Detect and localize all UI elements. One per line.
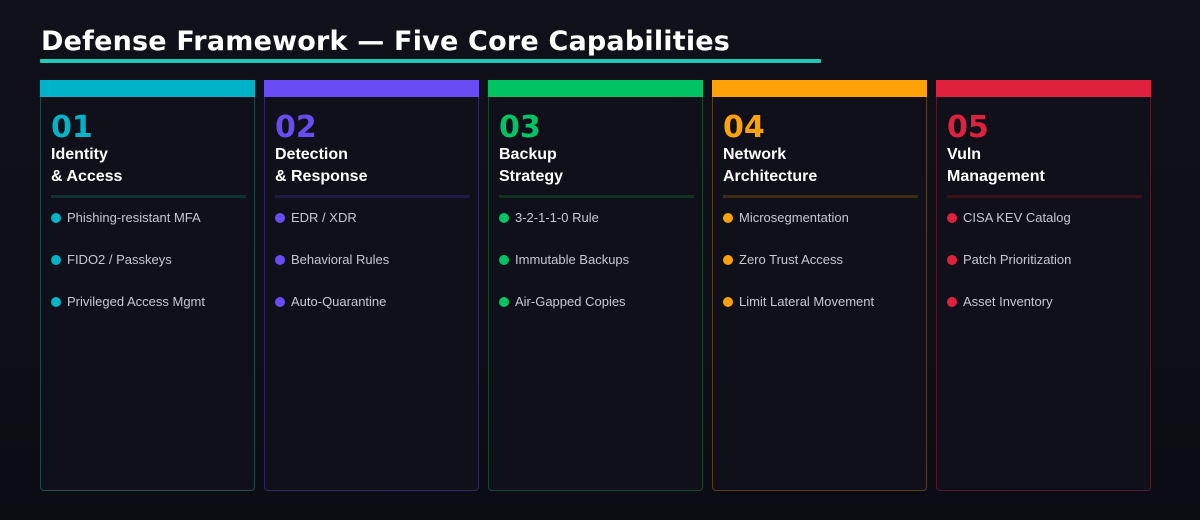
item-label: EDR / XDR <box>291 210 357 225</box>
card-title-line2: Management <box>947 168 1045 185</box>
card-accent-bar <box>936 80 1151 97</box>
card-title-line1: Detection <box>275 146 348 163</box>
list-item: Zero Trust Access <box>723 251 923 293</box>
list-item: CISA KEV Catalog <box>947 209 1147 251</box>
item-label: Privileged Access Mgmt <box>67 294 205 309</box>
card-title: Vuln Management <box>947 144 1142 188</box>
card-number: 03 <box>499 110 541 145</box>
bullet-dot-icon <box>499 255 509 265</box>
list-item: Auto-Quarantine <box>275 293 475 335</box>
capability-cards: 01 Identity & Access Phishing-resistant … <box>40 80 1151 491</box>
bullet-dot-icon <box>723 255 733 265</box>
item-label: Phishing-resistant MFA <box>67 210 201 225</box>
bullet-dot-icon <box>723 297 733 307</box>
card-title-line2: & Access <box>51 168 123 185</box>
item-label: Patch Prioritization <box>963 252 1072 267</box>
bullet-dot-icon <box>723 213 733 223</box>
bullet-dot-icon <box>499 213 509 223</box>
card-divider <box>723 195 918 198</box>
item-label: Auto-Quarantine <box>291 294 387 309</box>
item-label: Microsegmentation <box>739 210 849 225</box>
bullet-dot-icon <box>275 297 285 307</box>
bullet-dot-icon <box>51 213 61 223</box>
list-item: Behavioral Rules <box>275 251 475 293</box>
item-label: CISA KEV Catalog <box>963 210 1071 225</box>
list-item: Patch Prioritization <box>947 251 1147 293</box>
card-title-line1: Backup <box>499 146 557 163</box>
list-item: FIDO2 / Passkeys <box>51 251 251 293</box>
item-label: Limit Lateral Movement <box>739 294 875 309</box>
list-item: 3-2-1-1-0 Rule <box>499 209 699 251</box>
card-accent-bar <box>264 80 479 97</box>
list-item: Privileged Access Mgmt <box>51 293 251 335</box>
bullet-dot-icon <box>499 297 509 307</box>
card-number: 02 <box>275 110 317 145</box>
bullet-dot-icon <box>947 213 957 223</box>
card-item-list: Microsegmentation Zero Trust Access Limi… <box>723 209 923 335</box>
card-divider <box>275 195 470 198</box>
card-title-line1: Network <box>723 146 787 163</box>
card-title: Detection & Response <box>275 144 470 188</box>
item-label: Asset Inventory <box>963 294 1053 309</box>
bullet-dot-icon <box>275 255 285 265</box>
card-title-line2: Architecture <box>723 168 818 185</box>
card-divider <box>947 195 1142 198</box>
card-accent-bar <box>712 80 927 97</box>
card-item-list: CISA KEV Catalog Patch Prioritization As… <box>947 209 1147 335</box>
card-item-list: EDR / XDR Behavioral Rules Auto-Quaranti… <box>275 209 475 335</box>
item-label: Zero Trust Access <box>739 252 844 267</box>
card-number: 05 <box>947 110 989 145</box>
card-title-line2: Strategy <box>499 168 564 185</box>
list-item: Phishing-resistant MFA <box>51 209 251 251</box>
card-title-line2: & Response <box>275 168 368 185</box>
bullet-dot-icon <box>275 213 285 223</box>
card-number: 04 <box>723 110 765 145</box>
list-item: Limit Lateral Movement <box>723 293 923 335</box>
capability-card-backup: 03 Backup Strategy 3-2-1-1-0 Rule Immuta… <box>488 80 703 491</box>
card-number: 01 <box>51 110 93 145</box>
item-label: FIDO2 / Passkeys <box>67 252 172 267</box>
card-title-line1: Vuln <box>947 146 982 163</box>
capability-card-network: 04 Network Architecture Microsegmentatio… <box>712 80 927 491</box>
card-title-line1: Identity <box>51 146 108 163</box>
item-label: 3-2-1-1-0 Rule <box>515 210 599 225</box>
card-title: Network Architecture <box>723 144 918 188</box>
bullet-dot-icon <box>947 297 957 307</box>
list-item: Immutable Backups <box>499 251 699 293</box>
page-title: Defense Framework — Five Core Capabiliti… <box>41 26 731 57</box>
item-label: Behavioral Rules <box>291 252 390 267</box>
item-label: Air-Gapped Copies <box>515 294 626 309</box>
title-underline <box>40 59 821 63</box>
list-item: EDR / XDR <box>275 209 475 251</box>
list-item: Air-Gapped Copies <box>499 293 699 335</box>
bullet-dot-icon <box>947 255 957 265</box>
list-item: Microsegmentation <box>723 209 923 251</box>
card-item-list: Phishing-resistant MFA FIDO2 / Passkeys … <box>51 209 251 335</box>
capability-card-detection: 02 Detection & Response EDR / XDR Behavi… <box>264 80 479 491</box>
bullet-dot-icon <box>51 297 61 307</box>
card-title: Identity & Access <box>51 144 246 188</box>
card-accent-bar <box>488 80 703 97</box>
capability-card-identity: 01 Identity & Access Phishing-resistant … <box>40 80 255 491</box>
card-title: Backup Strategy <box>499 144 694 188</box>
card-accent-bar <box>40 80 255 97</box>
item-label: Immutable Backups <box>515 252 630 267</box>
card-item-list: 3-2-1-1-0 Rule Immutable Backups Air-Gap… <box>499 209 699 335</box>
bullet-dot-icon <box>51 255 61 265</box>
list-item: Asset Inventory <box>947 293 1147 335</box>
card-divider <box>499 195 694 198</box>
card-divider <box>51 195 246 198</box>
capability-card-vuln: 05 Vuln Management CISA KEV Catalog Patc… <box>936 80 1151 491</box>
